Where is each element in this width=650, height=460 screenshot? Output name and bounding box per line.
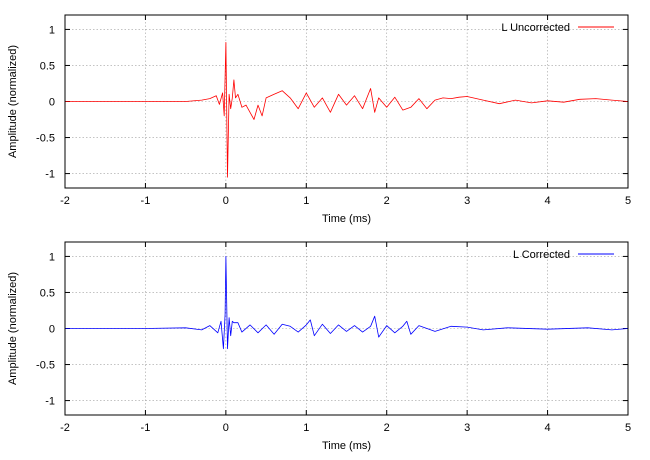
y-tick-label: 1 [49,24,55,36]
series-line-1-0 [65,255,629,350]
x-tick-label: -2 [60,195,70,207]
x-axis-label: Time (ms) [322,213,371,225]
x-tick-label: 0 [223,195,229,207]
y-tick-label: -1 [45,169,55,181]
y-tick-label: -1 [45,396,55,408]
x-tick-label: 1 [303,422,309,434]
x-tick-label: 4 [545,422,551,434]
y-tick-label: 0 [49,324,55,336]
x-tick-label: 5 [625,422,631,434]
y-axis-label: Amplitude (normalized) [7,45,19,158]
y-tick-label: 1 [49,251,55,263]
plot-frame [64,14,629,189]
chart-panel-uncorrected: -2 -1 0 1 2 3 4 5 -1 -0.5 0 0.5 1 L Uncorrected Time (… [7,14,631,225]
y-tick-label: -0.5 [36,360,55,372]
legend-label: L Corrected [513,249,570,261]
y-tick-label: 0.5 [40,60,55,72]
x-tick-label: 2 [384,422,390,434]
y-tick-label: 0 [49,97,55,109]
x-tick-label: -1 [141,195,151,207]
x-tick-label: 1 [303,195,309,207]
chart-panel-corrected: -2 -1 0 1 2 3 4 5 -1 -0.5 0 0.5 1 L Corrected Time (ms… [7,241,631,452]
x-tick-label: 0 [223,422,229,434]
x-tick-label: 4 [545,195,551,207]
legend-label: L Uncorrected [501,22,570,34]
x-tick-label: 3 [464,195,470,207]
y-axis-label: Amplitude (normalized) [7,272,19,385]
y-tick-label: -0.5 [36,133,55,145]
x-tick-label: 5 [625,195,631,207]
x-axis-label: Time (ms) [322,440,371,452]
x-tick-label: 3 [464,422,470,434]
series-line-0-0 [65,42,629,178]
x-tick-label: -2 [60,422,70,434]
x-tick-label: 2 [384,195,390,207]
x-tick-label: -1 [141,422,151,434]
plot-frame [64,241,629,416]
y-tick-label: 0.5 [40,287,55,299]
